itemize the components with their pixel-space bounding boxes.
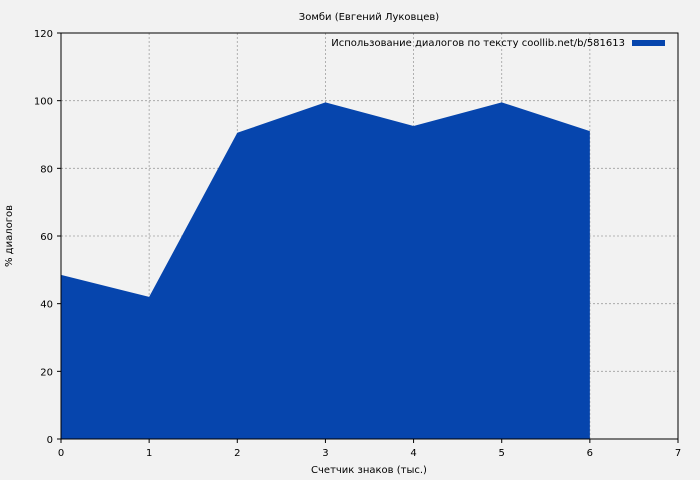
- legend: Использование диалогов по тексту coollib…: [331, 38, 665, 49]
- x-axis-label: Счетчик знаков (тыс.): [311, 465, 427, 476]
- legend-label: Использование диалогов по тексту coollib…: [331, 38, 625, 49]
- x-tick-label: 1: [146, 448, 152, 459]
- x-tick-label: 2: [234, 448, 240, 459]
- x-axis: 0 1 2 3 4 5 6 7: [58, 439, 681, 459]
- x-tick-label: 6: [587, 448, 593, 459]
- x-tick-label: 4: [410, 448, 416, 459]
- y-tick-label: 80: [40, 164, 53, 175]
- y-tick-label: 20: [40, 367, 53, 378]
- x-tick-label: 5: [499, 448, 505, 459]
- y-tick-label: 120: [34, 29, 53, 40]
- x-tick-label: 3: [322, 448, 328, 459]
- area-series: [61, 102, 590, 439]
- y-tick-label: 40: [40, 300, 53, 311]
- y-tick-label: 100: [34, 97, 53, 108]
- y-axis: 0 20 40 60 80 100 120: [34, 29, 61, 446]
- x-tick-label: 7: [675, 448, 681, 459]
- y-tick-label: 0: [47, 435, 53, 446]
- x-tick-label: 0: [58, 448, 64, 459]
- chart-title: Зомби (Евгений Луковцев): [299, 12, 439, 23]
- area-layer: [61, 102, 590, 439]
- legend-swatch: [632, 40, 665, 46]
- y-tick-label: 60: [40, 232, 53, 243]
- y-axis-label: % диалогов: [4, 205, 15, 267]
